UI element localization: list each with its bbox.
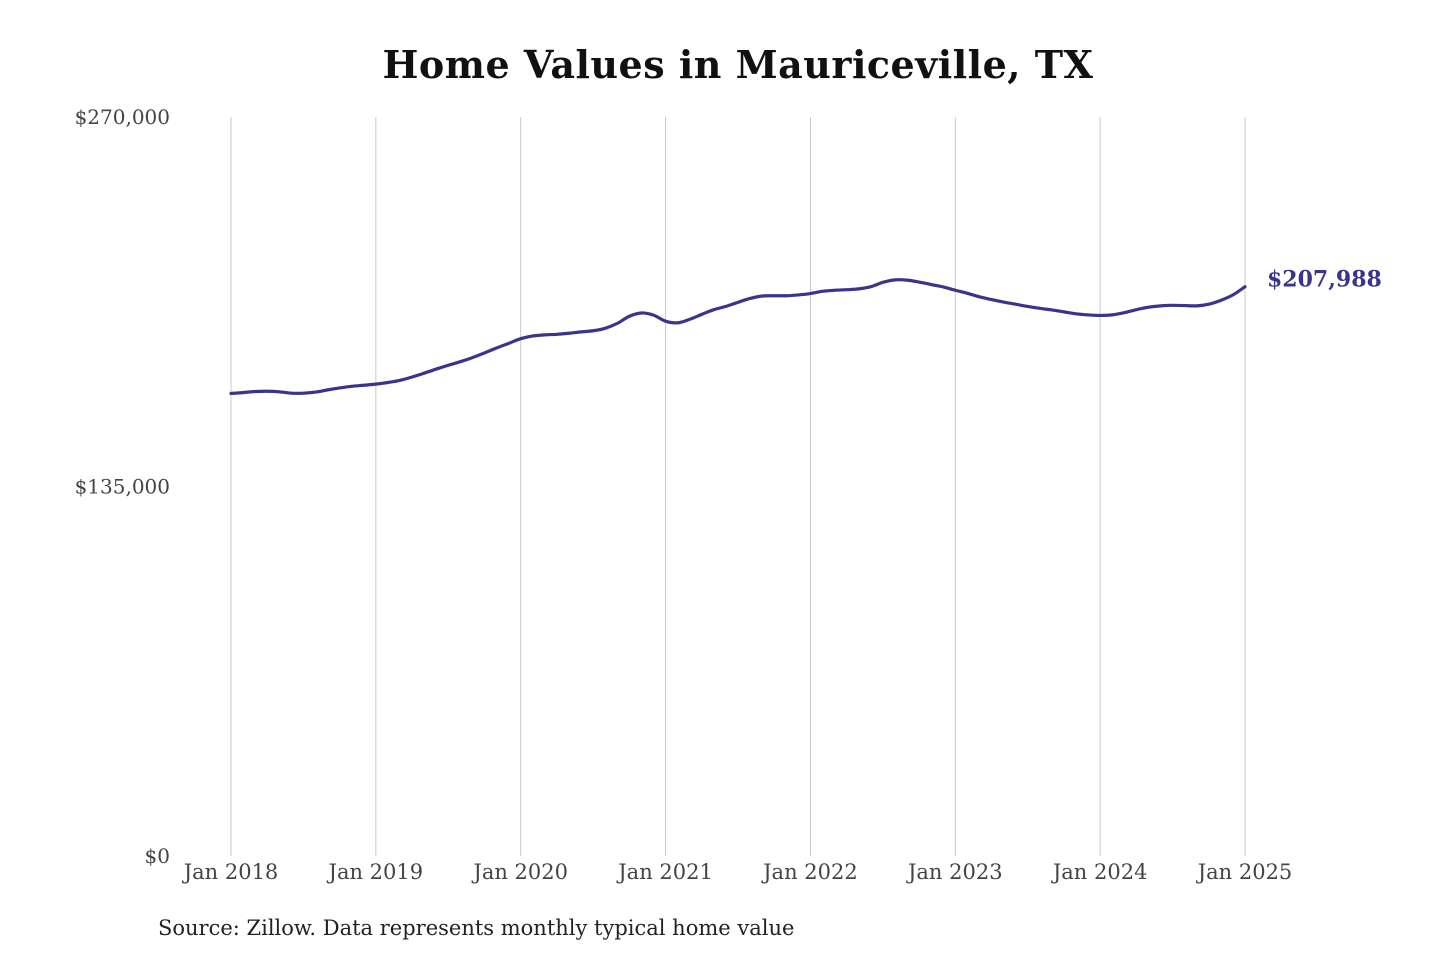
- x-tick-label: Jan 2019: [327, 860, 424, 884]
- x-tick-label: Jan 2025: [1196, 860, 1293, 884]
- x-tick-label: Jan 2023: [906, 860, 1003, 884]
- y-tick-label: $0: [145, 844, 170, 868]
- x-tick-label: Jan 2021: [616, 860, 713, 884]
- end-value-label: $207,988: [1267, 267, 1382, 293]
- x-tick-label: Jan 2018: [182, 860, 279, 884]
- x-tick-label: Jan 2024: [1051, 860, 1148, 884]
- x-tick-label: Jan 2022: [761, 860, 858, 884]
- y-axis-ticks: $0 $135,000 $270,000: [75, 105, 170, 868]
- series-line: [229, 278, 1247, 396]
- grid-lines: [230, 117, 1246, 856]
- source-note: Source: Zillow. Data represents monthly …: [158, 916, 795, 940]
- x-tick-label: Jan 2020: [471, 860, 568, 884]
- x-axis-ticks: Jan 2018 Jan 2019 Jan 2020 Jan 2021 Jan 2022…: [182, 860, 1293, 884]
- end-label-layer: $207,988: [1267, 267, 1382, 293]
- chart-title: Home Values in Mauriceville, TX: [382, 42, 1094, 87]
- y-tick-label: $270,000: [75, 105, 170, 129]
- y-tick-label: $135,000: [75, 475, 170, 499]
- series-layer: [229, 278, 1247, 396]
